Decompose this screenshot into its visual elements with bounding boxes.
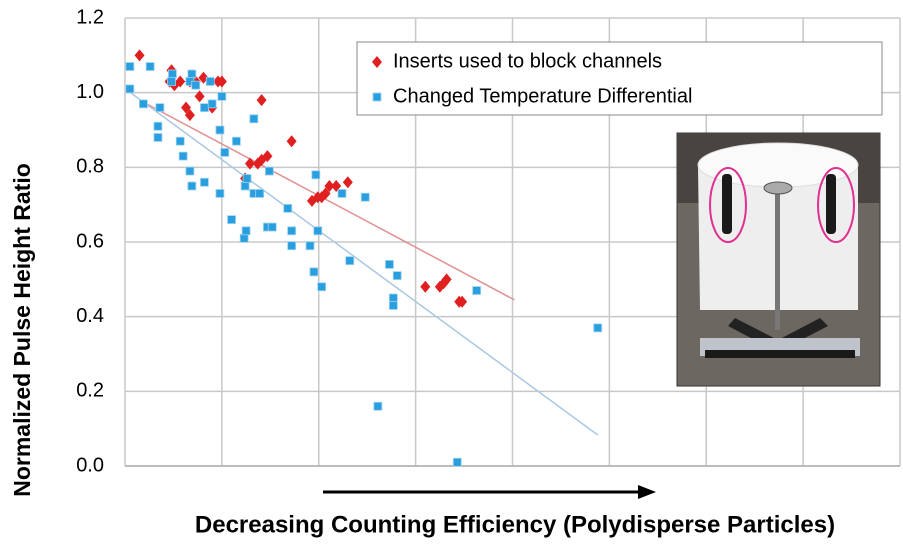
point	[181, 101, 192, 114]
point	[360, 192, 370, 202]
point	[175, 136, 185, 146]
point	[311, 170, 321, 180]
point	[244, 157, 255, 170]
point	[287, 241, 297, 251]
legend-marker	[372, 92, 382, 102]
point	[168, 69, 177, 79]
point	[264, 166, 274, 176]
point	[242, 174, 252, 183]
point	[452, 457, 462, 467]
point	[153, 121, 163, 131]
point	[232, 136, 241, 146]
point	[178, 151, 188, 161]
point	[420, 280, 431, 293]
point	[220, 147, 230, 157]
point	[262, 150, 273, 163]
point	[194, 90, 205, 103]
point	[457, 295, 468, 308]
x-axis-label: Decreasing Counting Efficiency (Polydisp…	[195, 511, 835, 538]
point	[200, 103, 209, 112]
point	[167, 77, 176, 86]
y-tick-label: 0.0	[76, 454, 104, 476]
point	[287, 226, 297, 236]
y-axis-label: Normalized Pulse Height Ratio	[9, 163, 35, 497]
point	[200, 177, 209, 187]
point	[241, 226, 251, 236]
point	[342, 176, 353, 189]
point	[175, 75, 186, 88]
point	[249, 114, 259, 124]
point	[313, 226, 323, 236]
y-tick-label: 0.6	[76, 230, 104, 252]
point	[309, 267, 319, 277]
point	[191, 80, 201, 90]
point	[139, 99, 148, 109]
point	[125, 84, 135, 94]
point	[305, 241, 315, 251]
direction-arrow	[323, 485, 656, 499]
legend-box	[356, 41, 883, 116]
point	[205, 77, 215, 86]
point	[388, 293, 398, 303]
point	[145, 62, 155, 71]
point	[388, 301, 398, 310]
legend-marker	[372, 56, 382, 68]
point	[207, 99, 217, 109]
y-tick-label: 0.8	[76, 156, 104, 178]
point	[215, 189, 225, 198]
point	[392, 271, 402, 281]
legend: Inserts used to block channels Changed Te…	[356, 41, 883, 116]
point	[187, 69, 197, 79]
point	[153, 133, 163, 142]
point	[593, 323, 603, 333]
point	[337, 189, 347, 198]
point	[317, 282, 327, 292]
point	[185, 166, 195, 176]
point	[255, 189, 265, 198]
legend-label: Inserts used to block channels	[393, 50, 662, 72]
point	[239, 233, 249, 243]
y-tick-label: 0.4	[76, 305, 104, 327]
point	[256, 94, 267, 107]
point	[472, 286, 482, 295]
point	[267, 222, 277, 232]
legend-label: Changed Temperature Differential	[393, 85, 692, 107]
point	[385, 259, 394, 269]
point	[217, 92, 227, 101]
point	[331, 180, 342, 192]
point	[286, 135, 297, 148]
point	[320, 187, 331, 200]
y-tick-label: 1.0	[76, 81, 104, 103]
point	[184, 109, 195, 122]
inset-photo	[676, 132, 881, 387]
point	[345, 256, 355, 266]
y-tick-label: 0.2	[76, 380, 104, 402]
trendline	[139, 99, 515, 301]
point	[441, 273, 452, 286]
point	[240, 181, 250, 191]
point	[155, 103, 165, 112]
point	[216, 75, 227, 88]
trendline	[126, 89, 599, 436]
point	[373, 401, 383, 411]
point	[227, 215, 236, 225]
point	[324, 180, 335, 192]
point	[215, 125, 225, 135]
point	[134, 49, 145, 62]
point	[283, 203, 293, 213]
point	[187, 181, 197, 191]
point	[125, 62, 135, 71]
y-tick-label: 1.2	[76, 6, 104, 28]
